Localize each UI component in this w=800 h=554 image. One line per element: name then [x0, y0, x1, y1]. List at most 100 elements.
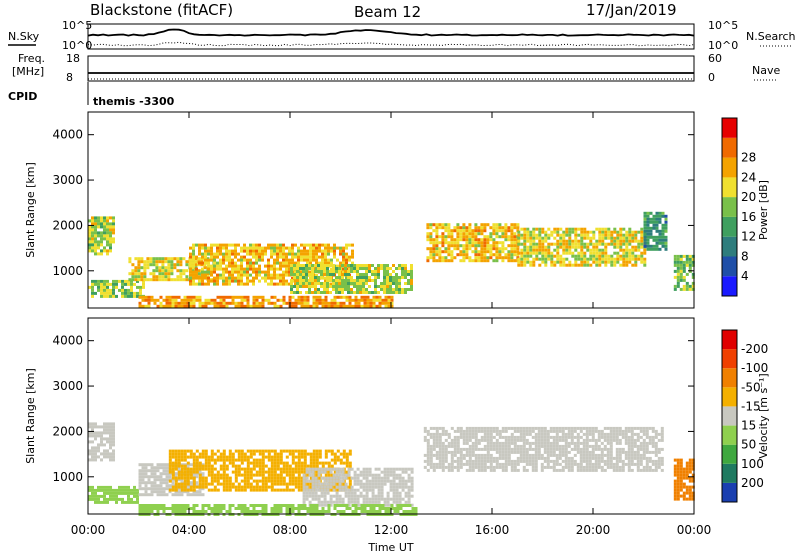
range-cell	[255, 267, 258, 271]
range-cell	[517, 251, 521, 255]
range-cell	[495, 244, 499, 248]
range-cell	[261, 488, 265, 492]
range-cell	[540, 426, 544, 430]
range-cell	[401, 485, 405, 489]
range-cell	[471, 432, 475, 436]
range-cell	[489, 247, 493, 251]
range-cell	[390, 304, 394, 308]
range-cell	[368, 279, 371, 282]
range-cell	[300, 258, 303, 262]
range-cell	[534, 456, 538, 460]
range-cell	[141, 507, 145, 510]
range-cell	[398, 467, 402, 471]
range-cell	[568, 260, 572, 264]
range-cell	[103, 246, 106, 250]
range-cell	[562, 263, 566, 267]
range-cell	[565, 245, 569, 249]
range-cell	[314, 282, 317, 285]
range-cell	[471, 235, 475, 239]
range-cell	[384, 298, 388, 302]
range-cell	[198, 243, 201, 247]
range-cell	[216, 479, 220, 483]
range-cell	[559, 263, 563, 267]
range-cell	[336, 246, 339, 250]
range-cell	[366, 295, 370, 299]
range-cell	[106, 294, 109, 298]
range-cell	[267, 261, 270, 265]
range-cell	[204, 467, 208, 471]
range-cell	[270, 249, 273, 253]
range-cell	[612, 438, 616, 442]
range-cell	[462, 462, 466, 466]
range-cell	[300, 243, 303, 247]
range-cell	[642, 438, 646, 442]
range-cell	[342, 452, 346, 456]
range-cell	[625, 236, 629, 240]
range-cell	[279, 261, 282, 265]
range-cell	[480, 256, 484, 260]
range-cell	[138, 469, 142, 473]
range-cell	[639, 456, 643, 460]
range-cell	[285, 261, 288, 265]
range-cell	[465, 435, 469, 439]
range-cell	[332, 288, 335, 291]
range-cell	[607, 227, 611, 231]
range-cell	[204, 482, 208, 486]
range-cell	[138, 478, 142, 482]
range-cell	[94, 249, 97, 253]
range-cell	[513, 459, 517, 463]
range-cell	[661, 211, 665, 215]
range-cell	[579, 465, 583, 469]
range-cell	[609, 462, 613, 466]
range-cell	[658, 232, 662, 236]
range-cell	[279, 510, 283, 513]
range-cell	[222, 279, 225, 283]
range-cell	[519, 459, 523, 463]
range-cell	[288, 258, 291, 262]
range-cell	[507, 253, 511, 257]
range-cell	[639, 426, 643, 430]
range-cell	[314, 488, 318, 492]
range-cell	[553, 263, 557, 267]
range-cell	[112, 279, 115, 283]
range-cell	[305, 291, 308, 294]
range-cell	[395, 276, 398, 279]
range-cell	[323, 500, 327, 504]
range-cell	[112, 291, 115, 295]
range-cell	[183, 479, 187, 483]
range-cell	[664, 244, 668, 248]
range-cell	[240, 510, 244, 513]
range-cell	[326, 291, 329, 294]
range-cell	[555, 462, 559, 466]
range-cell	[323, 488, 327, 492]
range-cell	[646, 232, 650, 236]
range-cell	[429, 235, 433, 239]
range-cell	[682, 266, 686, 270]
range-cell	[309, 249, 312, 253]
range-cell	[231, 301, 235, 305]
range-cell	[231, 482, 235, 486]
range-cell	[529, 233, 533, 237]
range-cell	[174, 488, 178, 492]
range-cell	[495, 259, 499, 263]
range-cell	[438, 432, 442, 436]
range-cell	[112, 440, 115, 444]
range-cell	[685, 257, 689, 261]
range-cell	[300, 301, 304, 305]
range-cell	[192, 490, 196, 494]
range-cell	[131, 269, 135, 273]
range-cell	[360, 295, 364, 299]
range-cell	[628, 236, 632, 240]
range-cell	[97, 425, 100, 429]
range-cell	[477, 256, 481, 260]
range-cell	[252, 252, 255, 256]
range-cell	[290, 291, 293, 294]
range-cell	[315, 473, 319, 477]
range-cell	[333, 295, 337, 299]
range-cell	[155, 266, 159, 270]
range-cell	[362, 494, 366, 498]
range-cell	[329, 479, 333, 483]
range-cell	[195, 455, 199, 459]
range-cell	[594, 429, 598, 433]
range-cell	[91, 497, 94, 501]
